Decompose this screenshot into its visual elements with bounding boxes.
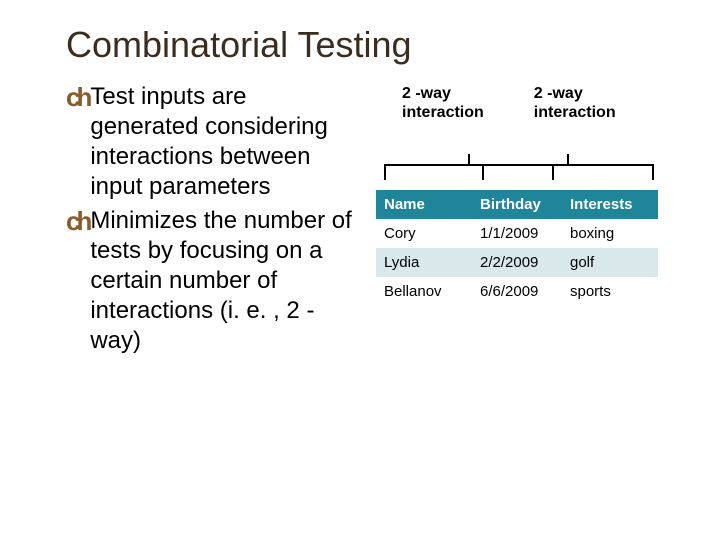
cell: boxing (562, 219, 658, 248)
table-row: Cory 1/1/2009 boxing (376, 219, 658, 248)
table-header-row: Name Birthday Interests (376, 190, 658, 219)
content-row: ch Test inputs are generated considering… (66, 72, 672, 360)
page-title: Combinatorial Testing (66, 24, 672, 66)
cell: Lydia (376, 248, 472, 277)
list-item: ch Minimizes the number of tests by focu… (66, 206, 356, 356)
label-2way-left: 2 -way interaction (402, 84, 484, 122)
brackets (376, 130, 672, 184)
right-column: 2 -way interaction 2 -way interaction Na… (376, 72, 672, 306)
data-table: Name Birthday Interests Cory 1/1/2009 bo… (376, 190, 658, 306)
cell: Bellanov (376, 277, 472, 306)
cell: 2/2/2009 (472, 248, 562, 277)
col-header: Name (376, 190, 472, 219)
col-header: Birthday (472, 190, 562, 219)
bracket-icon (482, 164, 654, 166)
cell: golf (562, 248, 658, 277)
table-row: Lydia 2/2/2009 golf (376, 248, 658, 277)
table-row: Bellanov 6/6/2009 sports (376, 277, 658, 306)
cell: sports (562, 277, 658, 306)
bullet-list: ch Test inputs are generated considering… (66, 72, 356, 360)
interaction-labels: 2 -way interaction 2 -way interaction (402, 84, 672, 122)
cell: 6/6/2009 (472, 277, 562, 306)
bullet-icon: ch (66, 206, 88, 236)
list-item: ch Test inputs are generated considering… (66, 82, 356, 202)
slide: Combinatorial Testing ch Test inputs are… (0, 0, 720, 540)
cell: Cory (376, 219, 472, 248)
label-2way-right: 2 -way interaction (534, 84, 616, 122)
bullet-text: Minimizes the number of tests by focusin… (90, 206, 356, 356)
cell: 1/1/2009 (472, 219, 562, 248)
bullet-text: Test inputs are generated considering in… (90, 82, 356, 202)
bullet-icon: ch (66, 82, 88, 112)
col-header: Interests (562, 190, 658, 219)
